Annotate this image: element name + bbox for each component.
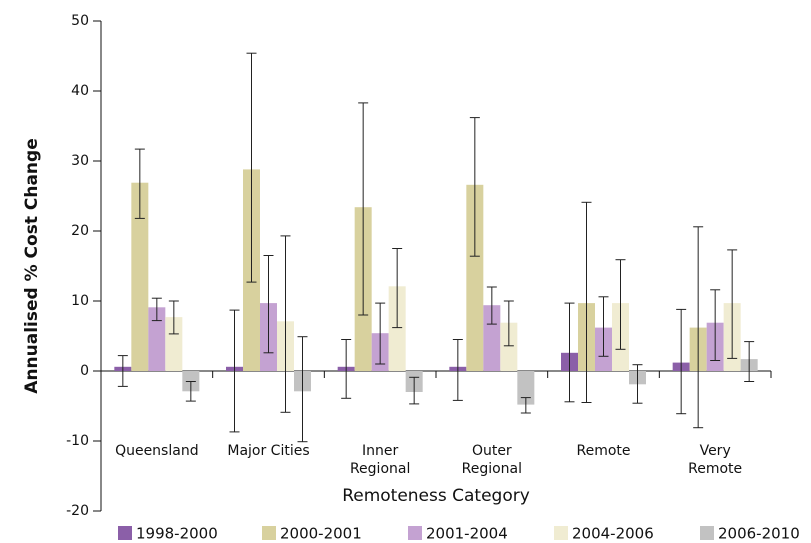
legend-label: 2001-2004 [426,525,508,543]
y-tick-label: -10 [66,433,89,449]
y-tick-label: 10 [71,293,89,309]
bar [466,184,484,371]
error-bar [341,339,352,399]
legend-label: 1998-2000 [136,525,218,543]
legend-swatch [700,526,714,540]
bar [500,322,518,371]
legend-label: 2006-2010 [718,525,800,543]
error-bar [598,296,609,357]
y-tick-label: 50 [71,13,89,29]
error-bar [486,286,497,325]
y-tick-label: 20 [71,223,89,239]
error-bar [358,102,369,316]
error-bar [263,255,274,354]
error-bar [185,381,196,402]
error-bar [375,302,386,365]
x-tick-label: Remote [576,443,631,459]
error-bar [564,302,575,403]
error-bar [632,364,643,404]
y-tick-label: 40 [71,83,89,99]
x-tick-label: Major Cities [227,443,310,459]
error-bar [168,300,179,335]
error-bar [117,355,128,387]
error-bar [581,201,592,403]
y-tick-label: -20 [66,503,89,519]
error-bar [134,148,145,219]
error-bar [392,248,403,329]
bar [148,307,166,371]
error-bar [520,397,531,414]
error-bar [710,289,721,361]
legend-swatch [262,526,276,540]
error-bar [229,309,240,433]
x-tick-label: Inner Regional [349,443,411,477]
bar [388,286,406,371]
bar [131,182,149,371]
error-bar [151,297,162,322]
y-tick-label: 30 [71,153,89,169]
legend-label: 2000-2001 [280,525,362,543]
error-bar [409,376,420,405]
legend-label: 2004-2006 [572,525,654,543]
error-bar [246,52,257,283]
error-bar [503,300,514,347]
legend-swatch [554,526,568,540]
y-tick-label: 0 [80,363,89,379]
error-bar [297,336,308,443]
error-bar [744,341,755,382]
x-axis-title: Remoteness Category [342,486,530,506]
x-tick-label: Very Remote [688,443,743,477]
error-bar [693,226,704,429]
error-bar [469,117,480,257]
x-tick-label: Queensland [115,443,199,459]
legend-swatch [408,526,422,540]
bar [517,371,535,405]
bar [165,317,183,371]
error-bar [727,249,738,359]
y-axis-title: Annualised % Cost Change [22,138,42,393]
error-bar [452,339,463,401]
error-bar [615,259,626,350]
legend-swatch [118,526,132,540]
error-bar [676,308,687,415]
bar [483,305,501,371]
x-tick-label: Outer Regional [461,443,523,477]
error-bar [280,235,291,413]
